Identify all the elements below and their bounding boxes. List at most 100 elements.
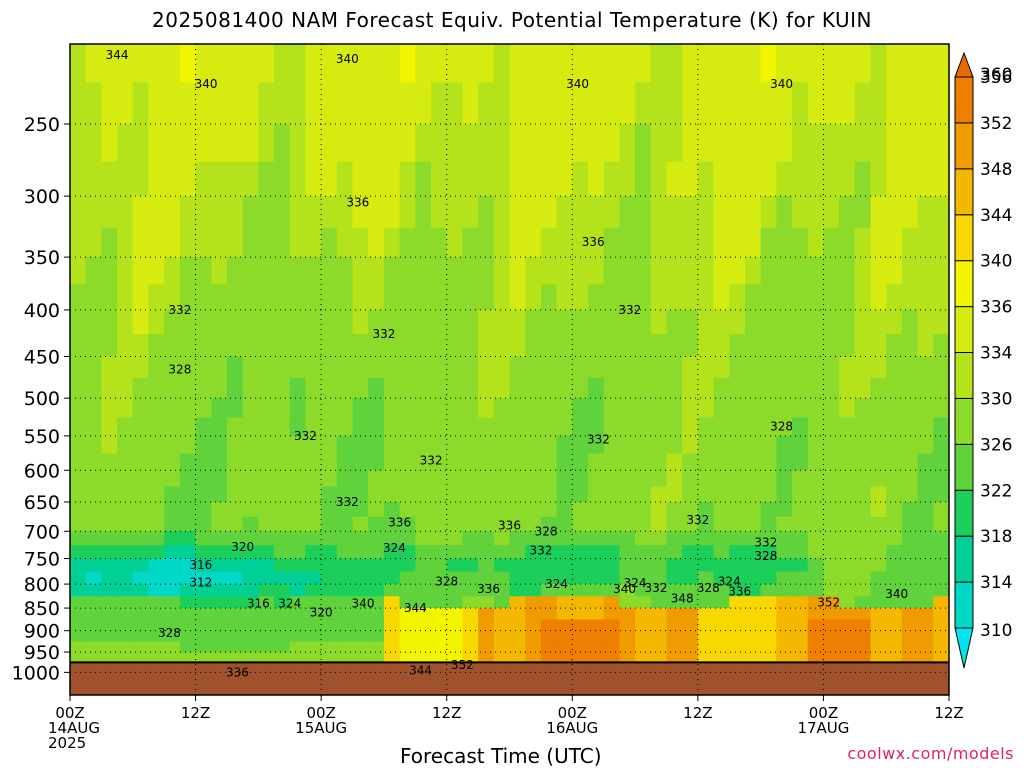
- field-cell: [321, 486, 338, 503]
- contour-label: 352: [451, 658, 474, 672]
- field-cell: [839, 356, 856, 379]
- field-cell: [713, 571, 730, 585]
- field-cell: [321, 619, 338, 632]
- field-cell: [509, 641, 526, 653]
- y-tick-label: 1000: [12, 662, 60, 684]
- axes: 2503003504004505005506006507007508008509…: [12, 114, 964, 752]
- field-cell: [148, 309, 165, 335]
- field-cell: [415, 257, 432, 285]
- field-cell: [619, 619, 636, 632]
- field-cell: [682, 435, 699, 455]
- field-cell: [289, 284, 307, 311]
- field-cell: [101, 453, 118, 471]
- field-cell: [305, 284, 322, 311]
- field-cell: [179, 453, 197, 471]
- field-cell: [289, 257, 307, 285]
- field-cell: [509, 608, 526, 621]
- field-cell: [321, 641, 338, 653]
- field-cell: [132, 641, 150, 653]
- field-cell: [305, 435, 322, 455]
- field-cell: [776, 257, 793, 285]
- field-cell: [823, 82, 840, 125]
- field-cell: [336, 124, 354, 163]
- field-cell: [729, 584, 746, 597]
- field-cell: [713, 44, 730, 83]
- field-cell: [431, 333, 448, 358]
- colorbar-label: 318: [980, 527, 1012, 547]
- field-cell: [289, 309, 307, 335]
- field-cell: [195, 453, 212, 471]
- field-cell: [70, 257, 87, 285]
- field-cell: [760, 516, 777, 532]
- field-cell: [431, 196, 448, 229]
- colorbar-swatch: [954, 352, 974, 399]
- field-cell: [823, 558, 840, 573]
- field-cell: [854, 619, 872, 632]
- field-cell: [587, 356, 605, 379]
- field-cell: [70, 309, 87, 335]
- field-cell: [148, 531, 165, 546]
- field-cell: [572, 435, 589, 455]
- field-cell: [886, 501, 903, 518]
- colorbar-label: 330: [980, 389, 1012, 409]
- field-cell: [179, 398, 197, 419]
- field-cell: [242, 584, 259, 597]
- y-tick-label: 400: [24, 300, 60, 322]
- contour-label: 324: [624, 576, 647, 590]
- field-cell: [383, 486, 401, 503]
- field-cell: [446, 227, 464, 258]
- field-cell: [211, 196, 228, 229]
- field-cell: [807, 435, 825, 455]
- field-cell: [917, 641, 934, 653]
- field-cell: [336, 257, 354, 285]
- field-cell: [179, 486, 197, 503]
- field-cell: [744, 82, 762, 125]
- field-cell: [493, 619, 511, 632]
- field-cell: [117, 377, 134, 399]
- field-cell: [289, 470, 307, 488]
- field-cell: [744, 501, 762, 518]
- field-cell: [211, 284, 228, 311]
- field-cell: [258, 652, 275, 663]
- field-cell: [117, 486, 134, 503]
- field-cell: [870, 398, 887, 419]
- source-credit[interactable]: coolwx.com/models: [847, 744, 1014, 763]
- field-cell: [776, 596, 793, 609]
- field-cell: [792, 453, 809, 471]
- field-cell: [697, 453, 715, 471]
- field-cell: [854, 641, 872, 653]
- field-cell: [509, 161, 526, 197]
- field-cell: [132, 417, 150, 437]
- field-cell: [132, 435, 150, 455]
- field-cell: [713, 82, 730, 125]
- field-cell: [792, 82, 809, 125]
- field-cell: [478, 82, 495, 125]
- field-cell: [886, 584, 903, 597]
- field-cell: [587, 453, 605, 471]
- field-cell: [760, 652, 777, 663]
- field-cell: [431, 309, 448, 335]
- field-cell: [682, 501, 699, 518]
- field-cell: [242, 161, 259, 197]
- field-cell: [101, 486, 118, 503]
- field-cell: [933, 435, 949, 455]
- field-cell: [525, 435, 542, 455]
- field-cell: [509, 377, 526, 399]
- field-cell: [587, 44, 605, 83]
- field-cell: [744, 356, 762, 379]
- field-cell: [870, 486, 887, 503]
- field-cell: [70, 284, 87, 311]
- field-cell: [195, 309, 212, 335]
- field-cell: [478, 309, 495, 335]
- field-cell: [917, 531, 934, 546]
- field-cell: [525, 558, 542, 573]
- field-cell: [132, 516, 150, 532]
- field-cell: [619, 309, 636, 335]
- field-cell: [352, 284, 369, 311]
- field-cell: [697, 501, 715, 518]
- field-cell: [854, 124, 872, 163]
- field-cell: [509, 584, 526, 597]
- field-cell: [493, 545, 511, 560]
- field-cell: [666, 398, 683, 419]
- field-cell: [666, 531, 683, 546]
